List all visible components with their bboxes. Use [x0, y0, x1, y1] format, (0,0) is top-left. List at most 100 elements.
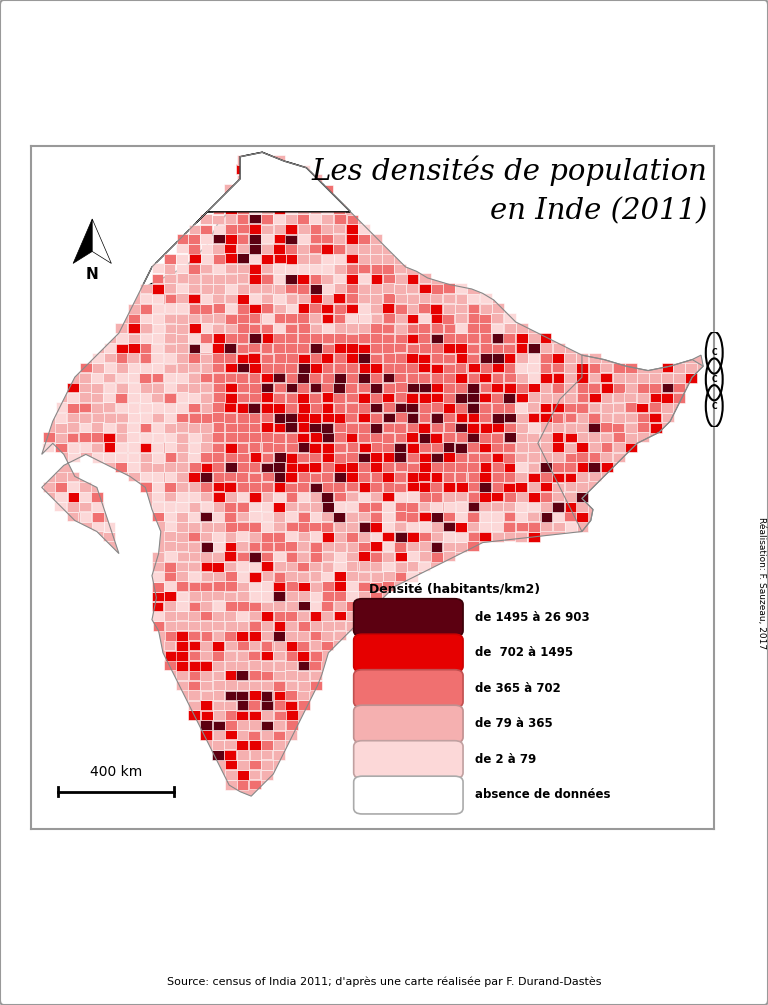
Bar: [370, 354, 382, 363]
Bar: [261, 501, 273, 512]
Bar: [334, 254, 346, 264]
Bar: [406, 501, 418, 512]
Bar: [431, 523, 443, 532]
Bar: [382, 413, 395, 422]
Bar: [92, 522, 104, 532]
Bar: [346, 432, 357, 442]
Bar: [395, 354, 407, 363]
Bar: [128, 471, 141, 481]
Bar: [310, 293, 322, 304]
Bar: [225, 274, 237, 283]
Bar: [589, 442, 601, 451]
Text: Les densités de population: Les densités de population: [312, 156, 707, 186]
Bar: [200, 432, 213, 442]
Bar: [322, 373, 334, 383]
Bar: [177, 462, 188, 472]
Bar: [577, 492, 588, 501]
Bar: [286, 710, 297, 720]
Bar: [200, 363, 213, 373]
Bar: [467, 522, 479, 532]
Bar: [115, 443, 127, 452]
Bar: [153, 323, 164, 333]
Bar: [468, 492, 479, 501]
Bar: [322, 423, 333, 433]
Bar: [176, 353, 188, 363]
Bar: [382, 344, 394, 353]
Bar: [576, 363, 588, 373]
Bar: [176, 621, 187, 630]
Bar: [177, 452, 189, 462]
Bar: [177, 324, 188, 334]
Bar: [431, 542, 442, 552]
Bar: [455, 462, 467, 471]
Bar: [188, 293, 200, 304]
Bar: [479, 373, 491, 383]
Bar: [250, 611, 261, 620]
Bar: [189, 432, 200, 442]
Bar: [321, 523, 333, 532]
Bar: [128, 392, 140, 402]
Bar: [601, 452, 612, 462]
Bar: [297, 641, 309, 650]
Bar: [237, 293, 249, 304]
Bar: [261, 432, 273, 442]
Bar: [419, 501, 431, 512]
Bar: [286, 373, 298, 383]
Bar: [322, 512, 333, 522]
Bar: [297, 482, 310, 491]
Bar: [369, 403, 382, 412]
Bar: [261, 354, 273, 364]
Bar: [188, 353, 200, 363]
Bar: [298, 442, 310, 452]
Bar: [333, 244, 346, 254]
Bar: [382, 264, 394, 273]
Bar: [237, 552, 249, 562]
Bar: [225, 533, 237, 542]
Bar: [310, 324, 322, 334]
Bar: [224, 204, 237, 213]
Bar: [237, 432, 249, 442]
Bar: [395, 571, 406, 581]
Bar: [540, 373, 551, 383]
Bar: [310, 403, 322, 412]
Bar: [321, 640, 333, 650]
Bar: [91, 383, 103, 393]
Bar: [382, 523, 394, 532]
Bar: [467, 403, 479, 413]
Bar: [394, 452, 406, 462]
Bar: [249, 353, 260, 363]
Bar: [322, 353, 333, 363]
Bar: [176, 283, 188, 293]
Bar: [273, 364, 285, 373]
Bar: [237, 472, 248, 482]
Bar: [480, 293, 492, 303]
Bar: [152, 263, 164, 273]
Bar: [492, 324, 503, 334]
Bar: [358, 263, 370, 273]
Bar: [515, 324, 528, 334]
Bar: [298, 333, 310, 343]
Bar: [334, 264, 346, 274]
Bar: [310, 214, 321, 224]
Bar: [334, 343, 346, 353]
Bar: [249, 392, 261, 402]
Bar: [176, 661, 187, 671]
Bar: [237, 770, 249, 780]
Bar: [310, 491, 322, 501]
Bar: [164, 502, 175, 513]
Bar: [358, 344, 369, 354]
Bar: [322, 413, 334, 422]
Bar: [516, 442, 528, 452]
Bar: [624, 393, 637, 402]
Bar: [164, 293, 177, 304]
Bar: [430, 433, 442, 442]
Bar: [286, 581, 298, 591]
Bar: [321, 492, 333, 501]
Bar: [504, 373, 516, 382]
Bar: [273, 264, 285, 273]
Bar: [310, 174, 322, 184]
Bar: [528, 393, 540, 402]
Bar: [310, 204, 321, 214]
Bar: [479, 333, 492, 343]
Bar: [395, 501, 407, 512]
